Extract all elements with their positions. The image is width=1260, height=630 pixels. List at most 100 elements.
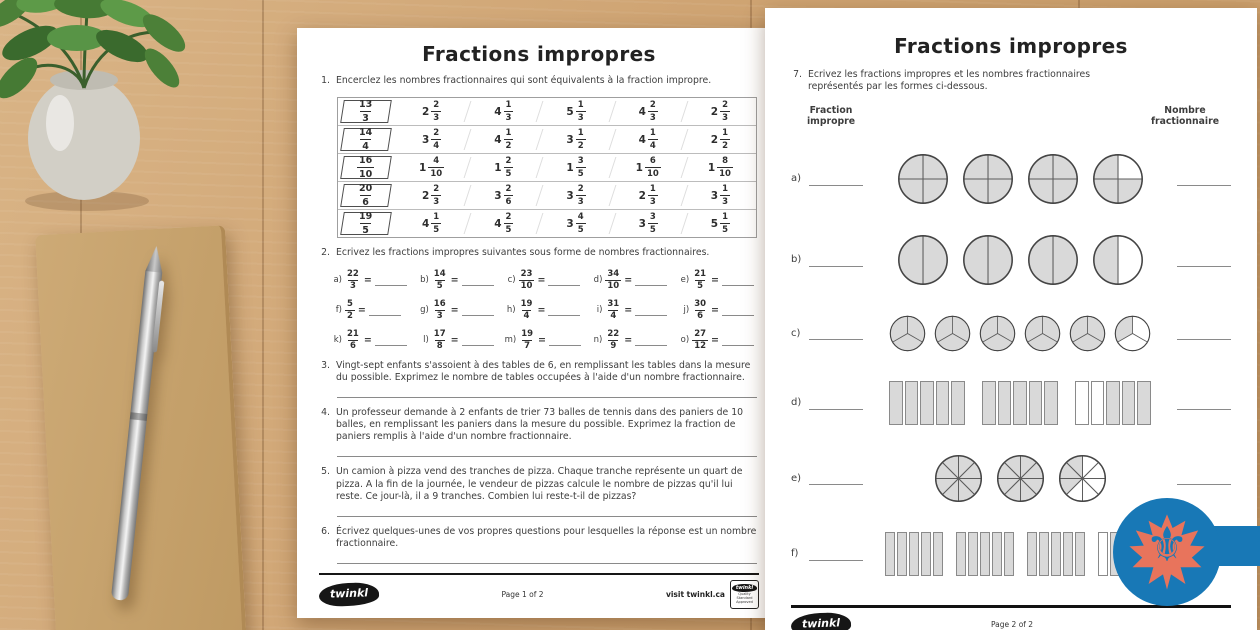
answer-blank[interactable]	[368, 304, 401, 317]
answer-blank[interactable]	[722, 304, 754, 317]
mixed-number-blank[interactable]	[1177, 396, 1231, 410]
answer-line[interactable]	[337, 396, 757, 398]
fraction-circle	[1092, 234, 1143, 285]
row-label: d)	[791, 397, 802, 409]
mixed-number-blank[interactable]	[1177, 326, 1231, 341]
mixed-number-blank[interactable]	[1177, 253, 1231, 267]
bar-segment	[967, 531, 978, 576]
answer-blank[interactable]	[548, 304, 581, 317]
answer-line[interactable]	[337, 456, 757, 458]
answer-blank[interactable]	[635, 334, 668, 347]
pen-tip	[145, 245, 165, 273]
row-label: b)	[791, 254, 802, 266]
answer-blank[interactable]	[461, 304, 494, 317]
answer-blank[interactable]	[722, 274, 754, 287]
q1-option[interactable]: 1 4 10	[396, 154, 467, 181]
equals-sign: =	[450, 304, 459, 316]
question-number: 1.	[321, 75, 330, 86]
item-label: h)	[506, 305, 516, 316]
improper-fraction-blank[interactable]	[809, 547, 863, 561]
fraction-circle	[889, 315, 926, 352]
fraction: 22 3	[347, 268, 359, 292]
fraction: 16 10	[357, 155, 375, 180]
bar-segment	[982, 380, 996, 425]
page-indicator: Page 2 of 2	[991, 620, 1034, 629]
q2-item: c) 23 10 =	[505, 269, 586, 291]
improper-fraction-blank[interactable]	[809, 326, 863, 341]
bar-segment	[1090, 380, 1105, 425]
mixed-number: 1 4 10	[419, 156, 445, 179]
mixed-number: 1 8 10	[707, 156, 733, 179]
fraction: 4 10	[428, 156, 445, 179]
equals-sign: =	[450, 334, 459, 346]
twinkl-logo: twinkl	[318, 581, 380, 608]
answer-blank[interactable]	[549, 334, 582, 347]
answer-blank[interactable]	[461, 274, 494, 287]
visit-link[interactable]: visit twinkl.ca	[665, 590, 725, 599]
equals-sign: =	[711, 274, 719, 286]
improper-fraction-blank[interactable]	[809, 471, 863, 486]
item-label: e)	[680, 275, 690, 286]
fraction: 21 5	[694, 268, 707, 292]
equals-sign: =	[537, 274, 546, 286]
fraction-shapes	[867, 234, 1173, 286]
fraction-diagram-row: d)	[791, 380, 1231, 425]
maple-leaf-icon	[1129, 514, 1205, 590]
bar-segment	[1097, 531, 1108, 576]
fraction-bar	[889, 380, 965, 425]
answer-blank[interactable]	[374, 274, 407, 287]
improper-fraction-blank[interactable]	[809, 172, 863, 186]
answer-line[interactable]	[337, 562, 757, 564]
answer-line[interactable]	[337, 515, 757, 517]
quality-badge: twinkl Quality Standard Approved	[730, 580, 759, 609]
bar-segment	[1062, 531, 1073, 576]
mixed-number-blank[interactable]	[1177, 172, 1231, 186]
q1-option[interactable]: 1 8 10	[685, 154, 756, 181]
answer-blank[interactable]	[548, 274, 581, 287]
q1-option[interactable]: 1 6 10	[613, 154, 684, 181]
answer-blank[interactable]	[461, 334, 494, 347]
answer-blank[interactable]	[722, 334, 754, 347]
leaves	[0, 0, 186, 99]
improper-fraction-blank[interactable]	[809, 253, 863, 267]
twinkl-logo: twinkl	[790, 611, 852, 630]
answer-blank[interactable]	[635, 274, 668, 287]
answer-blank[interactable]	[374, 334, 407, 347]
item-label: i)	[596, 305, 603, 316]
improper-fraction-blank[interactable]	[809, 396, 863, 410]
mixed-number-blank[interactable]	[1177, 471, 1231, 486]
item-label: d)	[593, 275, 603, 286]
answer-blank[interactable]	[635, 304, 668, 317]
row-label: a)	[791, 173, 802, 185]
